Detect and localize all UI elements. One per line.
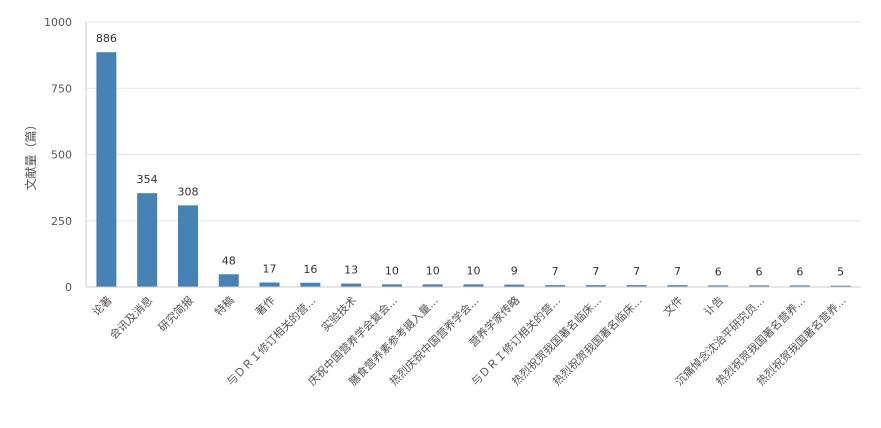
data-label: 308 bbox=[177, 185, 198, 198]
data-label: 6 bbox=[715, 265, 722, 278]
data-label: 7 bbox=[674, 265, 681, 278]
x-category-label: 特稿 bbox=[211, 293, 236, 318]
bar bbox=[300, 282, 321, 287]
bar bbox=[177, 205, 198, 287]
x-category-label: 文件 bbox=[660, 293, 685, 318]
bar bbox=[626, 285, 647, 287]
x-category-label: 讣告 bbox=[702, 294, 727, 319]
data-label: 886 bbox=[96, 32, 117, 45]
data-label: 9 bbox=[511, 265, 518, 278]
bar bbox=[667, 285, 688, 287]
x-category-label: 会讯及消息 bbox=[107, 293, 156, 342]
x-category-label: 论著 bbox=[89, 293, 114, 318]
bar bbox=[218, 274, 239, 287]
y-tick-label: 500 bbox=[51, 149, 72, 162]
bar bbox=[545, 285, 566, 287]
data-label: 354 bbox=[137, 173, 158, 186]
data-label: 13 bbox=[344, 264, 358, 277]
bar bbox=[789, 285, 810, 287]
bar bbox=[137, 193, 158, 287]
bar bbox=[422, 284, 443, 287]
y-tick-label: 250 bbox=[51, 215, 72, 228]
data-label: 5 bbox=[837, 266, 844, 279]
bar bbox=[504, 284, 525, 287]
data-label: 10 bbox=[467, 264, 481, 277]
bar bbox=[708, 285, 729, 287]
data-label: 7 bbox=[552, 265, 559, 278]
data-label: 7 bbox=[633, 265, 640, 278]
data-label: 10 bbox=[385, 264, 399, 277]
bar bbox=[381, 284, 402, 287]
y-axis-title: 文献量（篇） bbox=[23, 118, 38, 190]
x-category-label: 实验技术 bbox=[318, 293, 359, 334]
x-category-label: 研究简报 bbox=[155, 293, 196, 334]
bar bbox=[341, 283, 362, 287]
data-label: 48 bbox=[222, 254, 236, 267]
bar bbox=[259, 282, 280, 287]
data-label: 6 bbox=[756, 265, 763, 278]
bar bbox=[463, 284, 484, 287]
data-label: 10 bbox=[426, 264, 440, 277]
y-tick-label: 0 bbox=[65, 281, 72, 294]
x-category-label: 著作 bbox=[252, 293, 277, 318]
bar bbox=[830, 285, 851, 287]
data-label: 16 bbox=[303, 263, 317, 276]
y-axis-ticks: 0 250 500 750 1000 bbox=[44, 16, 72, 294]
data-labels: 886 354 308 48 17 16 13 10 10 10 9 7 7 7 7 6 6 6 5 bbox=[96, 32, 844, 278]
bar bbox=[96, 52, 117, 288]
data-label: 6 bbox=[796, 265, 803, 278]
data-label: 7 bbox=[592, 265, 599, 278]
grid-lines bbox=[86, 21, 861, 222]
bars bbox=[96, 52, 851, 288]
data-label: 17 bbox=[263, 262, 277, 275]
bar bbox=[749, 285, 770, 287]
bar bbox=[585, 285, 606, 287]
y-tick-label: 1000 bbox=[44, 16, 72, 29]
y-tick-label: 750 bbox=[51, 82, 72, 95]
